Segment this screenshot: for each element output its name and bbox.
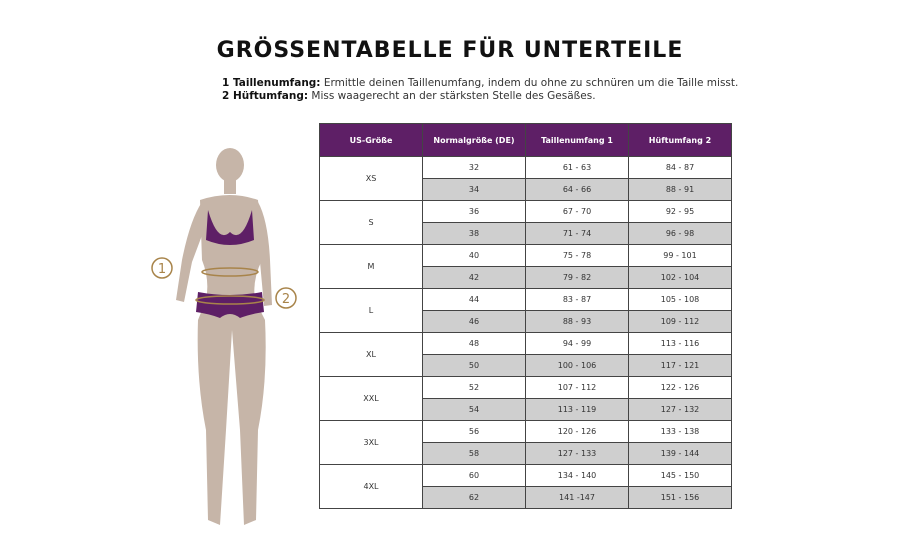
table-row: 54 113 - 119 127 - 132 xyxy=(320,398,732,421)
waist-cell: 61 - 63 xyxy=(525,156,629,179)
marker-2: 2 xyxy=(275,287,297,309)
waist-cell: 141 -147 xyxy=(525,486,629,509)
hip-cell: 133 - 138 xyxy=(628,420,732,443)
hip-cell: 92 - 95 xyxy=(628,200,732,223)
table-row: 62 141 -147 151 - 156 xyxy=(320,486,732,509)
column-header: Taillenumfang 1 xyxy=(525,123,629,157)
note-hip: 2 Hüftumfang: Miss waagerecht an der stä… xyxy=(222,90,596,102)
waist-cell: 64 - 66 xyxy=(525,178,629,201)
us-size-cell: 3XL xyxy=(319,420,423,465)
table-row: 34 64 - 66 88 - 91 xyxy=(320,178,732,201)
hip-cell: 122 - 126 xyxy=(628,376,732,399)
de-size-cell: 56 xyxy=(422,420,526,443)
hip-cell: 113 - 116 xyxy=(628,332,732,355)
hip-cell: 139 - 144 xyxy=(628,442,732,465)
de-size-cell: 54 xyxy=(422,398,526,421)
de-size-cell: 40 xyxy=(422,244,526,267)
table-row: 50 100 - 106 117 - 121 xyxy=(320,354,732,377)
waist-cell: 94 - 99 xyxy=(525,332,629,355)
table-row: L 44 83 - 87 105 - 108 xyxy=(319,288,732,333)
svg-text:1: 1 xyxy=(158,262,166,277)
us-size-cell: L xyxy=(319,288,423,333)
de-size-cell: 48 xyxy=(422,332,526,355)
de-size-cell: 44 xyxy=(422,288,526,311)
waist-cell: 71 - 74 xyxy=(525,222,629,245)
table-row: 58 127 - 133 139 - 144 xyxy=(320,442,732,465)
hip-cell: 99 - 101 xyxy=(628,244,732,267)
us-size-cell: 4XL xyxy=(319,464,423,509)
hip-cell: 84 - 87 xyxy=(628,156,732,179)
de-size-cell: 46 xyxy=(422,310,526,333)
us-size-cell: XL xyxy=(319,332,423,377)
waist-cell: 100 - 106 xyxy=(525,354,629,377)
note-waist: 1 Taillenumfang: Ermittle deinen Taillen… xyxy=(222,77,739,89)
waist-cell: 120 - 126 xyxy=(525,420,629,443)
column-header: Normalgröße (DE) xyxy=(422,123,526,157)
hip-cell: 88 - 91 xyxy=(628,178,732,201)
us-size-cell: XXL xyxy=(319,376,423,421)
de-size-cell: 60 xyxy=(422,464,526,487)
body-figure-illustration: 1 2 xyxy=(151,148,297,525)
hip-cell: 117 - 121 xyxy=(628,354,732,377)
table-row: XXL 52 107 - 112 122 - 126 xyxy=(319,376,732,421)
hip-cell: 151 - 156 xyxy=(628,486,732,509)
hip-cell: 96 - 98 xyxy=(628,222,732,245)
waist-cell: 107 - 112 xyxy=(525,376,629,399)
de-size-cell: 58 xyxy=(422,442,526,465)
table-row: 3XL 56 120 - 126 133 - 138 xyxy=(319,420,732,465)
waist-cell: 134 - 140 xyxy=(525,464,629,487)
de-size-cell: 38 xyxy=(422,222,526,245)
waist-cell: 127 - 133 xyxy=(525,442,629,465)
table-row: XL 48 94 - 99 113 - 116 xyxy=(319,332,732,377)
table-row: S 36 67 - 70 92 - 95 xyxy=(319,200,732,245)
table-row: 46 88 - 93 109 - 112 xyxy=(320,310,732,333)
us-size-cell: XS xyxy=(319,156,423,201)
waist-cell: 113 - 119 xyxy=(525,398,629,421)
column-header: US-Größe xyxy=(319,123,423,157)
hip-cell: 127 - 132 xyxy=(628,398,732,421)
us-size-cell: M xyxy=(319,244,423,289)
waist-cell: 67 - 70 xyxy=(525,200,629,223)
hip-cell: 102 - 104 xyxy=(628,266,732,289)
waist-cell: 88 - 93 xyxy=(525,310,629,333)
de-size-cell: 62 xyxy=(422,486,526,509)
de-size-cell: 34 xyxy=(422,178,526,201)
de-size-cell: 50 xyxy=(422,354,526,377)
waist-cell: 79 - 82 xyxy=(525,266,629,289)
waist-cell: 83 - 87 xyxy=(525,288,629,311)
waist-cell: 75 - 78 xyxy=(525,244,629,267)
de-size-cell: 42 xyxy=(422,266,526,289)
hip-cell: 105 - 108 xyxy=(628,288,732,311)
us-size-cell: S xyxy=(319,200,423,245)
table-row: M 40 75 - 78 99 - 101 xyxy=(319,244,732,289)
table-row: XS 32 61 - 63 84 - 87 xyxy=(319,156,732,201)
de-size-cell: 52 xyxy=(422,376,526,399)
measurement-notes: 1 Taillenumfang: Ermittle deinen Taillen… xyxy=(222,77,738,103)
column-header: Hüftumfang 2 xyxy=(628,123,732,157)
de-size-cell: 36 xyxy=(422,200,526,223)
table-row: 4XL 60 134 - 140 145 - 150 xyxy=(319,464,732,509)
hip-cell: 109 - 112 xyxy=(628,310,732,333)
marker-1: 1 xyxy=(151,257,173,279)
svg-text:2: 2 xyxy=(282,292,290,307)
de-size-cell: 32 xyxy=(422,156,526,179)
page-title: GRÖSSENTABELLE FÜR UNTERTEILE xyxy=(216,38,684,63)
hip-cell: 145 - 150 xyxy=(628,464,732,487)
